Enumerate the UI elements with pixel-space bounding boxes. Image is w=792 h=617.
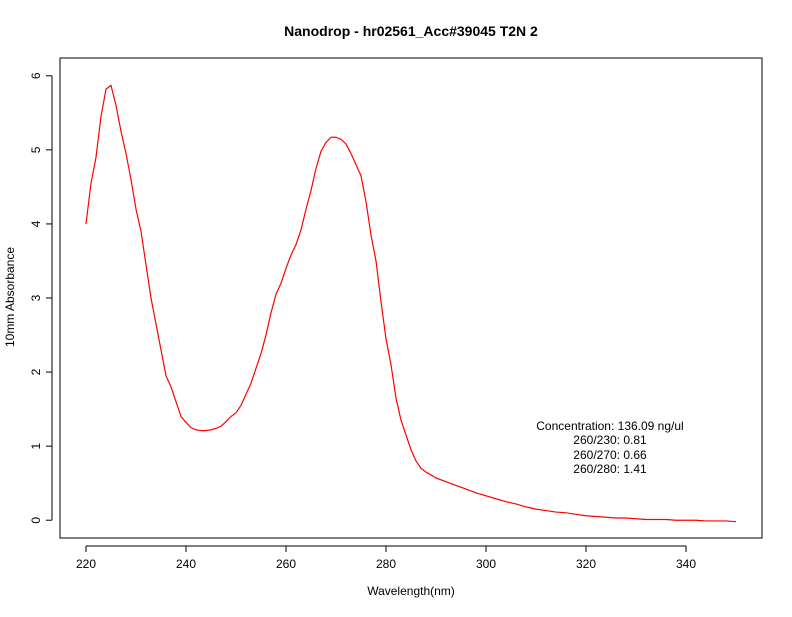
y-axis-label: 10mm Absorbance [3,247,17,347]
x-tick-label-320: 320 [576,557,596,571]
x-tick-label-240: 240 [176,557,196,571]
y-tick-label-4: 4 [29,220,43,227]
chart-title: Nanodrop - hr02561_Acc#39045 T2N 2 [284,23,538,39]
y-tick-label-1: 1 [29,442,43,449]
x-tick-label-280: 280 [376,557,396,571]
annotation-concentration: Concentration: 136.09 ng/ul [536,419,683,433]
plot-frame [59,57,763,539]
y-tick-label-3: 3 [29,294,43,301]
x-tick-label-340: 340 [676,557,696,571]
x-tick-label-220: 220 [76,557,96,571]
annotation-ratio-260-280: 260/280: 1.41 [573,462,647,476]
plot-area: 220 240 260 280 300 320 340 0 1 2 3 4 5 6 [29,57,763,571]
x-axis-label: Wavelength(nm) [367,584,455,598]
x-tick-label-260: 260 [276,557,296,571]
annotation-ratio-260-230: 260/230: 0.81 [573,433,647,447]
concentration-annotation: Concentration: 136.09 ng/ul 260/230: 0.8… [536,419,683,476]
y-tick-label-0: 0 [29,517,43,524]
x-tick-label-300: 300 [476,557,496,571]
y-tick-label-6: 6 [29,72,43,79]
annotation-ratio-260-270: 260/270: 0.66 [573,448,647,462]
y-tick-label-2: 2 [29,368,43,375]
absorbance-series-line-0 [85,84,737,523]
y-tick-label-5: 5 [29,146,43,153]
